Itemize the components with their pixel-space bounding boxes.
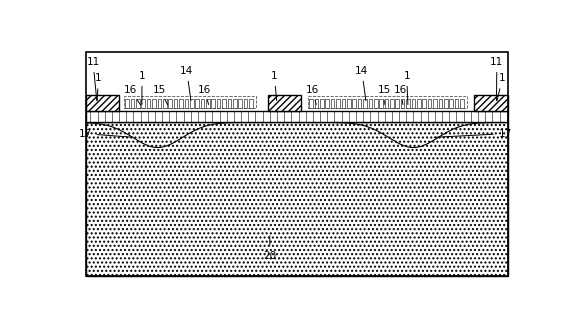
Text: 1: 1: [138, 71, 145, 104]
Bar: [374, 99, 378, 108]
Bar: [390, 99, 394, 108]
Text: 1: 1: [404, 71, 410, 104]
Text: 1: 1: [271, 71, 277, 101]
Bar: [136, 99, 140, 108]
Text: 1: 1: [497, 73, 505, 101]
Bar: [201, 99, 204, 108]
Bar: [147, 99, 151, 108]
Bar: [369, 99, 372, 108]
Bar: [455, 99, 459, 108]
Bar: [206, 99, 210, 108]
Bar: [125, 99, 129, 108]
Bar: [320, 99, 324, 108]
Bar: [315, 99, 318, 108]
Bar: [267, 95, 301, 111]
Bar: [449, 99, 453, 108]
Bar: [174, 99, 177, 108]
Bar: [228, 99, 231, 108]
Bar: [141, 99, 145, 108]
Text: 16: 16: [124, 85, 141, 105]
Text: 1: 1: [95, 73, 102, 101]
Bar: [157, 99, 161, 108]
Bar: [331, 99, 335, 108]
Bar: [309, 99, 313, 108]
Bar: [363, 99, 367, 108]
Bar: [239, 99, 242, 108]
Bar: [395, 99, 399, 108]
Bar: [168, 99, 172, 108]
Bar: [86, 122, 508, 276]
Bar: [249, 99, 253, 108]
Bar: [195, 99, 199, 108]
Bar: [185, 99, 188, 108]
Text: 16: 16: [306, 85, 319, 105]
Text: 20: 20: [263, 236, 276, 261]
Bar: [353, 99, 356, 108]
Bar: [244, 99, 247, 108]
Bar: [406, 99, 410, 108]
Text: 16: 16: [198, 85, 211, 105]
Bar: [152, 99, 156, 108]
Bar: [190, 99, 193, 108]
Text: 14: 14: [180, 66, 193, 101]
Bar: [460, 99, 464, 108]
Bar: [217, 99, 221, 108]
Bar: [211, 99, 215, 108]
Bar: [163, 99, 167, 108]
Bar: [179, 99, 183, 108]
Text: 11: 11: [86, 57, 100, 101]
Bar: [86, 95, 119, 111]
Bar: [379, 99, 383, 108]
Bar: [86, 111, 508, 122]
Bar: [131, 99, 134, 108]
Text: 15: 15: [378, 85, 391, 104]
Bar: [342, 99, 345, 108]
Bar: [417, 99, 420, 108]
Bar: [86, 52, 508, 276]
Bar: [412, 99, 415, 108]
Text: 11: 11: [490, 57, 504, 101]
Bar: [325, 99, 329, 108]
Bar: [222, 99, 226, 108]
Text: 17: 17: [434, 129, 512, 139]
Bar: [438, 99, 442, 108]
Bar: [308, 96, 467, 109]
Bar: [423, 99, 426, 108]
Bar: [444, 99, 448, 108]
Bar: [336, 99, 340, 108]
Bar: [474, 95, 508, 111]
Bar: [401, 99, 405, 108]
Text: 17: 17: [78, 129, 133, 139]
Bar: [358, 99, 361, 108]
Bar: [233, 99, 237, 108]
Bar: [428, 99, 431, 108]
Bar: [384, 99, 389, 108]
Bar: [433, 99, 437, 108]
Text: 15: 15: [153, 85, 167, 105]
Text: 14: 14: [355, 66, 368, 101]
Text: 16: 16: [393, 85, 406, 105]
Bar: [124, 96, 256, 109]
Bar: [347, 99, 351, 108]
